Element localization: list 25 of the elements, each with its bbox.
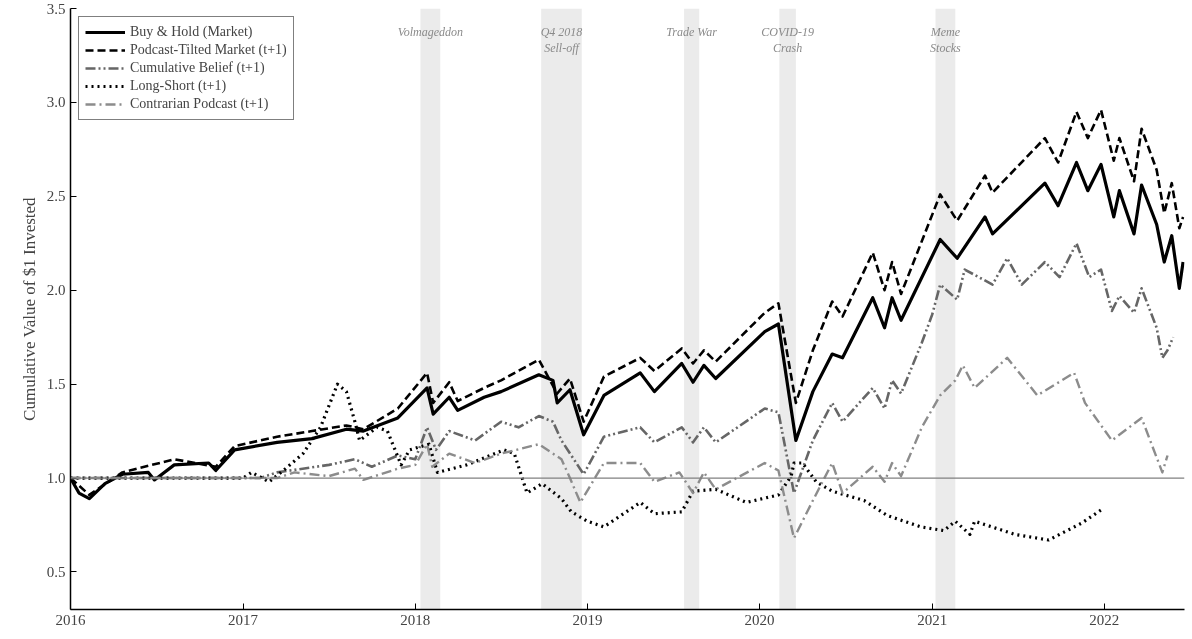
y-tick-label: 3.5 [46, 0, 66, 17]
legend-label: Buy & Hold (Market) [130, 23, 253, 41]
band-label: Meme Stocks [929, 24, 962, 56]
y-tick-label: 1.0 [46, 470, 66, 487]
x-tick-label: 2021 [917, 611, 948, 628]
legend-label: Contrarian Podcast (t+1) [130, 95, 269, 113]
x-tick-label: 2016 [55, 611, 86, 628]
y-axis-title: Cumulative Value of $1 Invested [19, 196, 39, 421]
legend-label: Cumulative Belief (t+1) [130, 59, 265, 77]
x-tick-label: 2019 [572, 611, 603, 628]
y-tick-label: 3.0 [46, 94, 66, 111]
band-label: Trade War [666, 24, 718, 39]
y-tick-label: 2.0 [46, 282, 66, 299]
x-tick-label: 2022 [1089, 611, 1120, 628]
legend-label: Podcast-Tilted Market (t+1) [130, 41, 287, 59]
y-tick-label: 0.5 [46, 563, 66, 580]
y-tick-label: 1.5 [46, 376, 66, 393]
band-label: COVID-19 Crash [761, 24, 814, 56]
legend-label: Long-Short (t+1) [130, 77, 227, 95]
y-tick-label: 2.5 [46, 188, 66, 205]
x-tick-label: 2018 [400, 611, 431, 628]
x-tick-label: 2020 [744, 611, 775, 628]
band-label: Volmageddon [397, 24, 464, 39]
band-label: Q4 2018 Sell-off [540, 24, 583, 56]
x-tick-label: 2017 [228, 611, 259, 628]
